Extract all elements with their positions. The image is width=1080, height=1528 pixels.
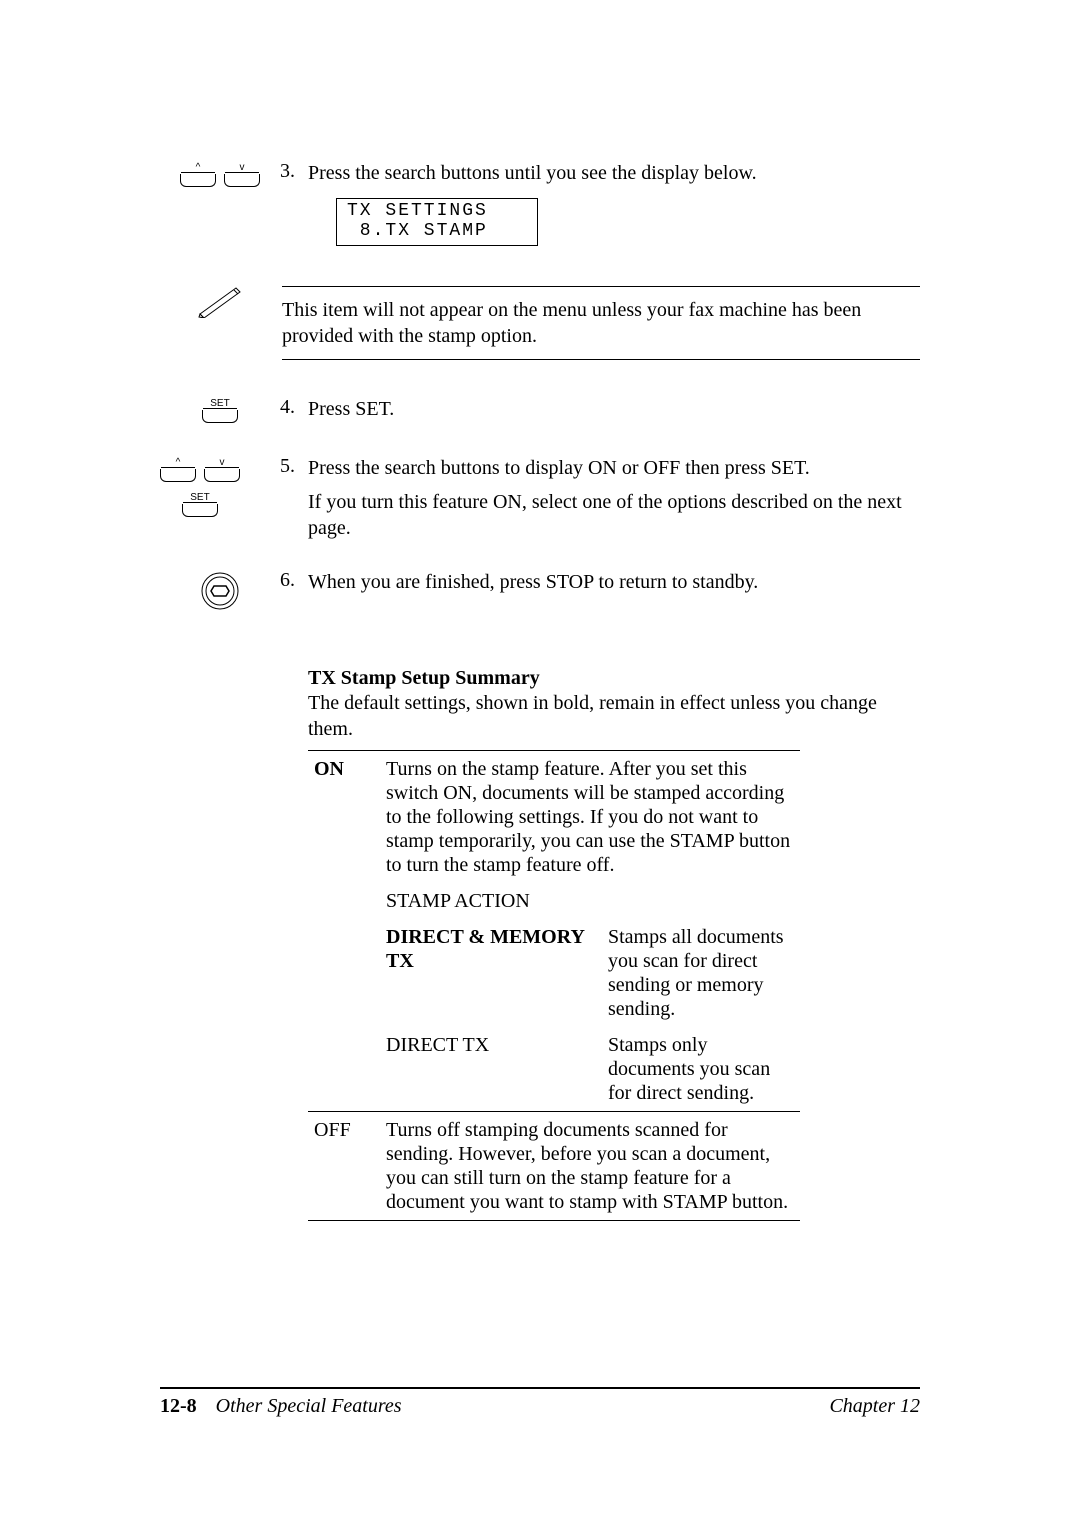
step-6-row: 6. When you are finished, press STOP to … bbox=[160, 569, 920, 611]
step-6-text: When you are finished, press STOP to ret… bbox=[308, 569, 920, 595]
off-description: Turns off stamping documents scanned for… bbox=[380, 1112, 800, 1221]
margin-empty bbox=[160, 627, 280, 629]
summary-subtitle: The default settings, shown in bold, rem… bbox=[308, 690, 920, 742]
down-key-icon-2 bbox=[204, 469, 240, 482]
step-4-row: SET 4. Press SET. bbox=[160, 396, 920, 423]
lcd-line-1: TX SETTINGS bbox=[347, 201, 488, 221]
step-5-row: ^ v SET 5. Press the search buttons to bbox=[160, 455, 920, 541]
lcd-display: TX SETTINGS 8.TX STAMP bbox=[336, 198, 538, 246]
up-key-icon-2 bbox=[160, 469, 196, 482]
margin-icon-stop-button bbox=[160, 569, 280, 611]
margin-icon-search-keys: ^ v bbox=[160, 160, 280, 187]
content-area: ^ v 3. Press the search buttons until yo… bbox=[160, 160, 920, 1237]
option-1-description: Stamps all documents you scan for direct… bbox=[602, 919, 800, 1027]
step-5-number: 5. bbox=[280, 455, 308, 481]
chapter-name: Other Special Features bbox=[216, 1395, 402, 1417]
on-label: ON bbox=[314, 758, 344, 780]
stamp-action-heading: STAMP ACTION bbox=[380, 883, 800, 919]
option-1-label: DIRECT & MEMORY TX bbox=[386, 926, 584, 972]
page-footer: 12-8 Other Special Features Chapter 12 bbox=[160, 1387, 920, 1418]
page-number: 12-8 bbox=[160, 1395, 197, 1417]
step-4-number: 4. bbox=[280, 396, 308, 422]
option-2-description: Stamps only documents you scan for direc… bbox=[602, 1027, 800, 1112]
on-description: Turns on the stamp feature. After you se… bbox=[380, 751, 800, 884]
set-key-icon bbox=[202, 410, 238, 423]
step-3-text: Press the search buttons until you see t… bbox=[308, 160, 920, 186]
step-5-paragraph: If you turn this feature ON, select one … bbox=[308, 489, 920, 541]
off-label: OFF bbox=[308, 1112, 380, 1221]
pencil-icon bbox=[198, 284, 242, 318]
summary-row: TX Stamp Setup Summary The default setti… bbox=[160, 627, 920, 1221]
option-2-label: DIRECT TX bbox=[380, 1027, 602, 1112]
step-3-row: ^ v 3. Press the search buttons until yo… bbox=[160, 160, 920, 246]
lcd-line-2: 8.TX STAMP bbox=[347, 221, 488, 241]
margin-icon-search-and-set: ^ v SET bbox=[160, 455, 280, 517]
margin-icon-set-key: SET bbox=[160, 396, 280, 423]
step-3-number: 3. bbox=[280, 160, 308, 186]
note-rule-top bbox=[282, 286, 920, 287]
summary-title: TX Stamp Setup Summary bbox=[308, 667, 920, 690]
step-4-text: Press SET. bbox=[308, 396, 920, 422]
summary-table: ON Turns on the stamp feature. After you… bbox=[308, 750, 800, 1221]
margin-icon-note bbox=[160, 282, 280, 318]
note-text: This item will not appear on the menu un… bbox=[282, 291, 920, 355]
down-key-icon bbox=[224, 174, 260, 187]
step-5-text: Press the search buttons to display ON o… bbox=[308, 455, 920, 481]
chapter-number: Chapter 12 bbox=[829, 1395, 920, 1418]
note-rule-bottom bbox=[282, 359, 920, 360]
up-key-icon bbox=[180, 174, 216, 187]
page: ^ v 3. Press the search buttons until yo… bbox=[0, 0, 1080, 1528]
stop-button-icon bbox=[200, 571, 240, 611]
step-6-number: 6. bbox=[280, 569, 308, 595]
set-key-icon-2 bbox=[182, 504, 218, 517]
note-row: This item will not appear on the menu un… bbox=[160, 282, 920, 364]
